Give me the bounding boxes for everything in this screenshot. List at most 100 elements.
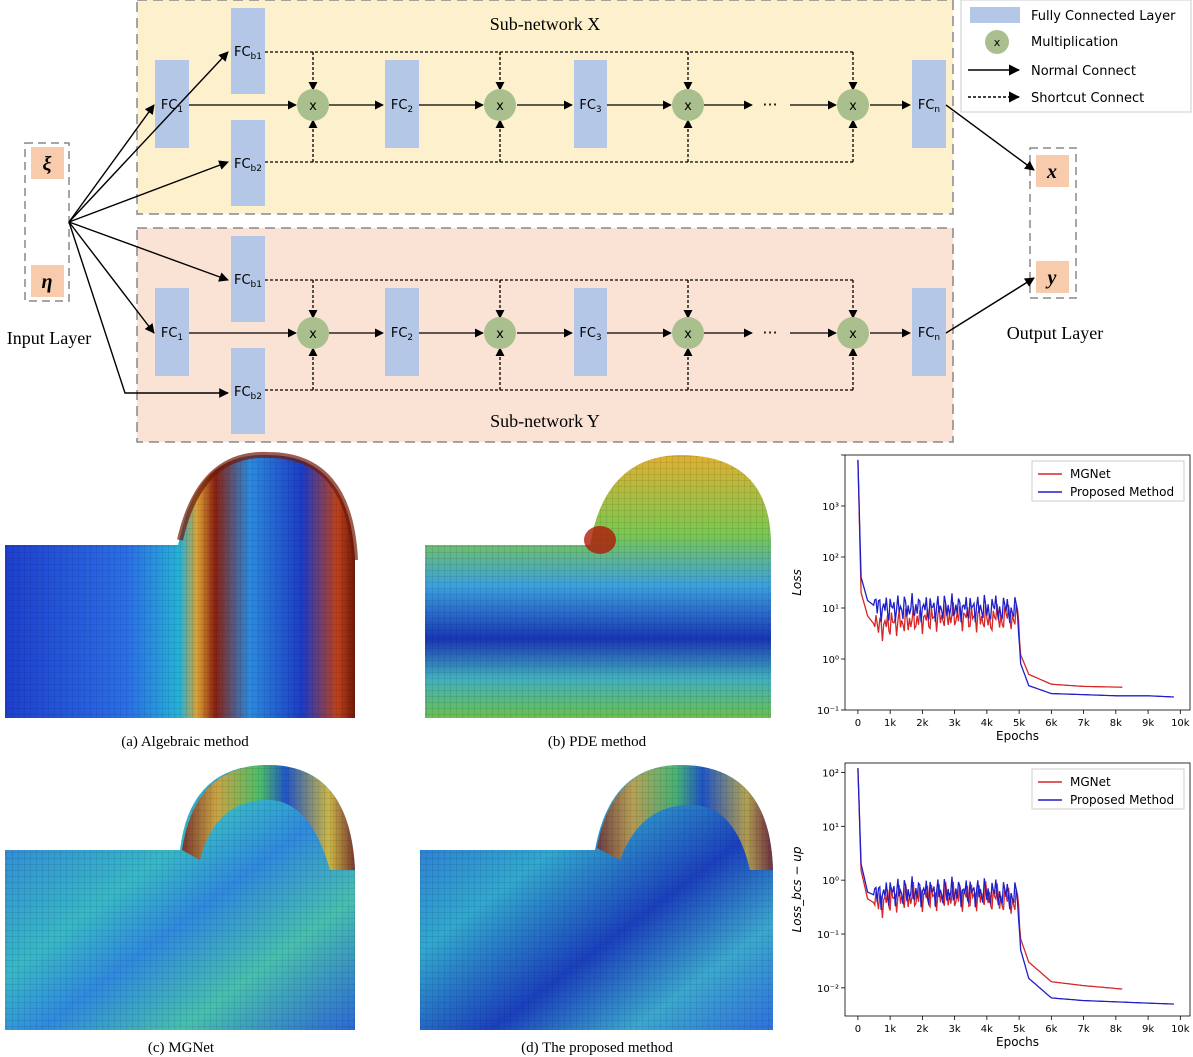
diagram-legend: Fully Connected Layer x Multiplication N… <box>960 0 1192 113</box>
chart1-xtick-label-7: 7k <box>1078 718 1090 729</box>
subnet-y-mult-node-4 <box>837 317 869 349</box>
chart1-ytick-label-1: 10⁰ <box>822 655 839 666</box>
chart2-ytick-label-0: 10⁻² <box>817 984 839 995</box>
chart1-xtick-label-1: 1k <box>884 718 896 729</box>
chart1-ytick-label-2: 10¹ <box>822 604 839 615</box>
chart1-series-proposed <box>857 459 1174 698</box>
chart1-ytick-label-3: 10² <box>822 553 839 564</box>
chart2-xtick-label-5: 5k <box>1013 1024 1025 1035</box>
input-xi-box <box>31 147 64 179</box>
subnet-x-mult-symbol-2: x <box>496 99 504 114</box>
chart2-xtick-label-6: 6k <box>1045 1024 1057 1035</box>
chart1-xtick-label-6: 6k <box>1045 718 1057 729</box>
output-arrow-y <box>945 277 1035 334</box>
chart2-series-mgnet <box>857 768 1123 990</box>
output-x-label: x <box>1046 161 1057 183</box>
chart2-ytick-label-1: 10⁻¹ <box>817 930 839 941</box>
subnet-y-panel <box>136 227 954 443</box>
caption-d: (d) The proposed method <box>521 1040 673 1056</box>
subnet-y-mult-symbol-1: x <box>309 327 317 342</box>
chart2-xtick-label-0: 0 <box>855 1024 861 1035</box>
chart1-ytick-label-4: 10³ <box>822 502 839 513</box>
subnet-y-mult-node-3 <box>672 317 704 349</box>
input-eta-label: η <box>42 271 53 293</box>
subnet-x-mult-node-1 <box>297 89 329 121</box>
subnet-x-mult-node-4 <box>837 89 869 121</box>
loss-chart: 0 1k 2k 3k 4k 5k 6k 7k 8k 9k 10k 10⁻¹ 10⁰ 10¹ 10² 10³ Ep… <box>790 454 1191 743</box>
subnet-x-mult-node-3 <box>672 89 704 121</box>
subnet-x-ellipsis: ··· <box>762 95 777 114</box>
legend-fc-label: Fully Connected Layer <box>1031 9 1176 24</box>
loss-bcs-chart: 0 1k 2k 3k 4k 5k 6k 7k 8k 9k 10k 10⁻² 10⁻¹ 10⁰ 10¹ 10² E… <box>790 762 1191 1049</box>
subnet-y-mult-node-2 <box>484 317 516 349</box>
input-fanout-arrows <box>68 51 229 398</box>
chart1-legend-label-0: MGNet <box>1070 467 1111 481</box>
chart2-xlabel: Epochs <box>996 1035 1039 1049</box>
chart2-legend-label-1: Proposed Method <box>1070 793 1174 807</box>
mesh-pde-image <box>425 455 771 718</box>
chart2-ylabel: Loss_bcs − up <box>790 846 804 932</box>
subnet-x-fcn-box <box>912 60 946 148</box>
legend-mult-swatch <box>985 30 1009 54</box>
chart1-xtick-label-3: 3k <box>949 718 961 729</box>
chart2-xtick-label-7: 7k <box>1078 1024 1090 1035</box>
subnet-y-fc1-box <box>155 288 189 376</box>
chart1-ylabel: Loss <box>790 569 804 596</box>
output-y-label: y <box>1046 267 1057 289</box>
chart2-xtick-label-9: 9k <box>1142 1024 1154 1035</box>
caption-b: (b) PDE method <box>548 734 647 750</box>
output-y-box <box>1036 261 1069 293</box>
chart2-xtick-label-10: 10k <box>1171 1024 1190 1035</box>
subnet-y-fcn-box <box>912 288 946 376</box>
mesh-mgnet-image <box>5 765 355 1030</box>
mesh-algebraic-image <box>5 451 358 718</box>
chart2-xtick-label-4: 4k <box>981 1024 993 1035</box>
chart1-legend-frame <box>1031 460 1185 502</box>
chart1-legend-label-1: Proposed Method <box>1070 485 1174 499</box>
chart2-series-proposed <box>857 768 1174 1005</box>
chart1-xtick-label-8: 8k <box>1110 718 1122 729</box>
chart2-legend-frame <box>1031 768 1185 810</box>
legend-shortcut-label: Shortcut Connect <box>1031 91 1144 106</box>
legend-fc-swatch <box>970 7 1020 23</box>
subnet-x-title: Sub-network X <box>490 14 601 34</box>
chart2-xtick-label-3: 3k <box>949 1024 961 1035</box>
subnet-x-fc1-box <box>155 60 189 148</box>
chart1-xtick-label-4: 4k <box>981 718 993 729</box>
subnet-x-mult-symbol-3: x <box>684 99 692 114</box>
subnet-y-fc3-box <box>574 288 607 376</box>
output-layer-label: Output Layer <box>1007 323 1103 343</box>
chart1-xlabel: Epochs <box>996 729 1039 743</box>
chart1-series-mgnet <box>857 459 1123 688</box>
subnet-x-mult-node-2 <box>484 89 516 121</box>
subnet-y-title: Sub-network Y <box>490 411 600 431</box>
chart2-ytick-label-3: 10¹ <box>822 822 839 833</box>
subnet-x-fcb1-box <box>231 8 265 94</box>
subnet-x-mult-symbol-4: x <box>849 99 857 114</box>
subnet-y-mult-node-1 <box>297 317 329 349</box>
chart2-xtick-label-2: 2k <box>916 1024 928 1035</box>
subnet-y-ellipsis: ··· <box>762 323 777 342</box>
subnet-y-fc2-box <box>385 288 419 376</box>
input-xi-label: ξ <box>43 153 52 175</box>
chart2-xtick-label-8: 8k <box>1110 1024 1122 1035</box>
legend-normal-label: Normal Connect <box>1031 64 1136 79</box>
subnet-x-fcb2-box <box>231 120 265 206</box>
legend-mult-label: Multiplication <box>1031 35 1118 50</box>
subnet-x-mult-symbol-1: x <box>309 99 317 114</box>
output-arrow-x <box>945 104 1035 171</box>
output-x-box <box>1036 155 1069 187</box>
subnet-x-fc2-box <box>385 60 419 148</box>
chart1-xtick-label-5: 5k <box>1013 718 1025 729</box>
mesh-proposed-image <box>420 765 773 1030</box>
chart1-xtick-label-0: 0 <box>855 718 861 729</box>
caption-c: (c) MGNet <box>148 1040 215 1056</box>
subnet-y-fcb1-box <box>231 236 265 322</box>
subnet-x-fc3-box <box>574 60 607 148</box>
caption-a: (a) Algebraic method <box>121 734 249 750</box>
subnet-y-mult-symbol-4: x <box>849 327 857 342</box>
